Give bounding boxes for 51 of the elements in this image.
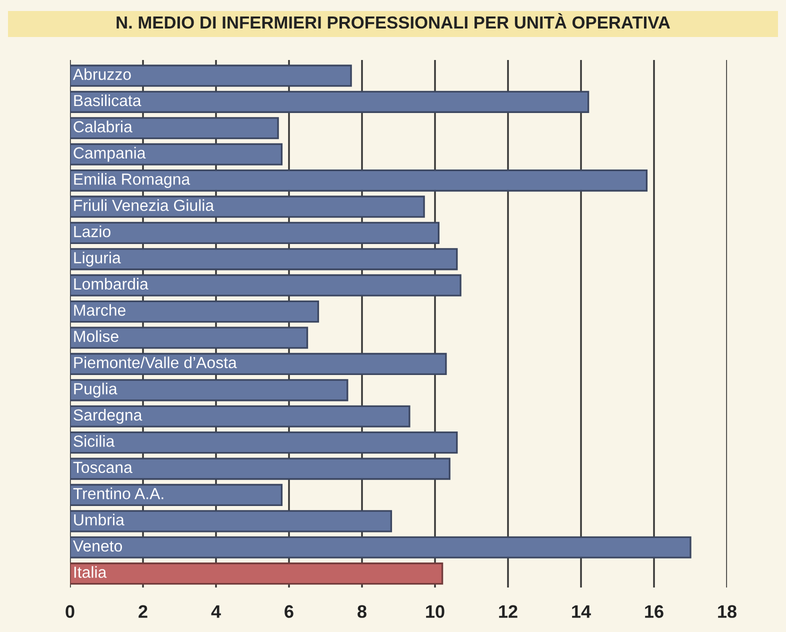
y-tick-label: Umbria: [74, 514, 124, 526]
x-tick-label: 4: [211, 605, 221, 618]
y-tick-label: Lazio: [74, 226, 110, 238]
bar: [70, 117, 279, 140]
y-tick-label: Calabria: [74, 120, 132, 132]
bar: [70, 222, 440, 244]
bar: [70, 300, 320, 323]
bar: [70, 405, 410, 428]
bar: [70, 536, 692, 558]
bar: [70, 379, 348, 402]
x-tick-label: 12: [499, 605, 518, 618]
bar: [70, 352, 447, 376]
y-tick-label: Toscana: [73, 462, 132, 474]
y-tick-label: Emilia Romagna: [74, 173, 190, 188]
x-tick-label: 18: [718, 605, 736, 618]
y-tick-label: Molise: [74, 330, 118, 342]
bar: [70, 432, 458, 454]
chart-title: N. MEDIO DI INFERMIERI PROFESSIONALI PER UNITÀ OPERATIVA: [116, 13, 670, 29]
bar: [70, 562, 444, 585]
x-tick-label: 16: [645, 605, 664, 618]
bar: [70, 196, 425, 218]
y-tick-label: Friuli Venezia Giulia: [74, 199, 214, 212]
x-tick-label: 6: [284, 605, 294, 618]
y-tick-label: Campania: [74, 146, 146, 162]
y-tick-label: Marche: [74, 304, 126, 316]
y-tick-label: Liguria: [74, 252, 121, 267]
bar: [70, 326, 308, 349]
bar: [70, 64, 352, 87]
bar: [70, 510, 392, 532]
y-tick-label: Piemonte/Valle d’Aosta: [74, 356, 237, 368]
bar: [70, 458, 450, 480]
x-tick-label: 10: [426, 605, 444, 618]
y-tick-label: Basilicata: [74, 94, 142, 106]
y-tick-label: Veneto: [72, 540, 122, 552]
y-tick-label: Trentino A.A.: [73, 488, 164, 500]
x-tick-label: 0: [66, 605, 74, 618]
x-tick-label: 8: [358, 605, 366, 618]
y-tick-label: Sicilia: [74, 435, 115, 447]
bar: [70, 169, 648, 192]
bar: [70, 90, 590, 113]
x-tick-label: 2: [138, 605, 148, 618]
y-tick-label: Sardegna: [74, 408, 142, 424]
y-tick-label: Abruzzo: [72, 68, 131, 80]
bar: [70, 143, 283, 166]
bar: [70, 484, 283, 506]
x-tick-label: 14: [572, 605, 591, 618]
bar: [70, 248, 458, 270]
y-tick-label: Puglia: [74, 382, 118, 398]
y-tick-label: Italia: [74, 566, 107, 578]
bar: [70, 274, 462, 296]
y-tick-label: Lombardia: [74, 278, 148, 290]
